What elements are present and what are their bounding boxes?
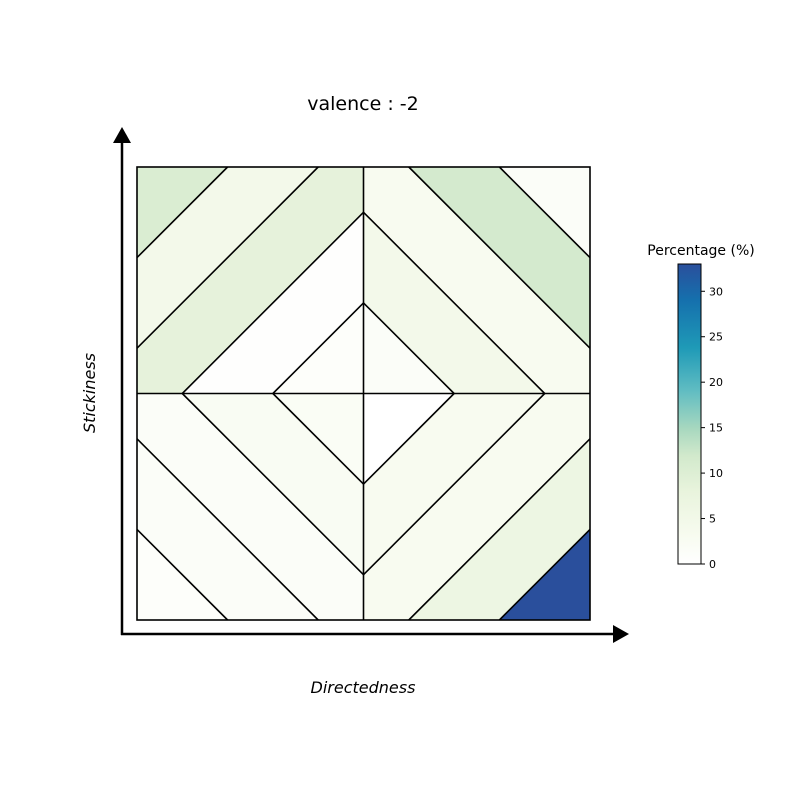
grid-line [498, 166, 591, 259]
grid-line [408, 166, 591, 349]
colorbar-tick-label: 30 [709, 285, 723, 298]
y-axis [113, 127, 131, 635]
colorbar-tick-label: 0 [709, 558, 716, 571]
x-axis [121, 625, 629, 643]
heatmap-cell-upper-left-band-inner [137, 167, 364, 394]
heatmap-cell-upper-right-band-inner [363, 167, 590, 394]
colorbar-label: Percentage (%) [647, 243, 754, 259]
grid-line [136, 528, 229, 621]
colorbar-tick-label: 5 [709, 513, 716, 526]
y-axis-arrow-icon [113, 127, 131, 143]
grid-line [136, 166, 229, 259]
grid-line [362, 302, 455, 395]
colorbar-tick-label: 15 [709, 422, 723, 435]
y-axis-label: Stickiness [80, 353, 99, 433]
grid-line [136, 166, 319, 349]
grid-line [498, 528, 591, 621]
colorbar-tick-label: 20 [709, 376, 723, 389]
grid-line [181, 392, 365, 576]
grid-line [272, 392, 365, 485]
grid-line [181, 211, 365, 395]
x-axis-arrow-icon [613, 625, 629, 643]
colorbar-tick-label: 10 [709, 467, 723, 480]
grid-line [272, 302, 365, 395]
grid-line [408, 438, 591, 621]
chart-title: valence : -2 [307, 93, 418, 115]
heatmap-cell-lower-left-band-inner [137, 393, 364, 620]
grid-line [362, 211, 546, 395]
cell-grid [136, 166, 591, 621]
grid-line [362, 392, 546, 576]
colorbar-ticks: 0 5 10 15 20 25 30 [701, 285, 723, 571]
grid-line [136, 438, 319, 621]
colorbar-tick-label: 25 [709, 331, 723, 344]
grid-line [362, 392, 455, 485]
colorbar-gradient [677, 263, 702, 565]
colorbar: Percentage (%) 0 5 10 15 20 25 30 [647, 243, 754, 571]
x-axis-label: Directedness [311, 678, 416, 697]
heatmap-cell-lower-right-band-inner [363, 393, 590, 620]
plot-frame [136, 166, 591, 621]
